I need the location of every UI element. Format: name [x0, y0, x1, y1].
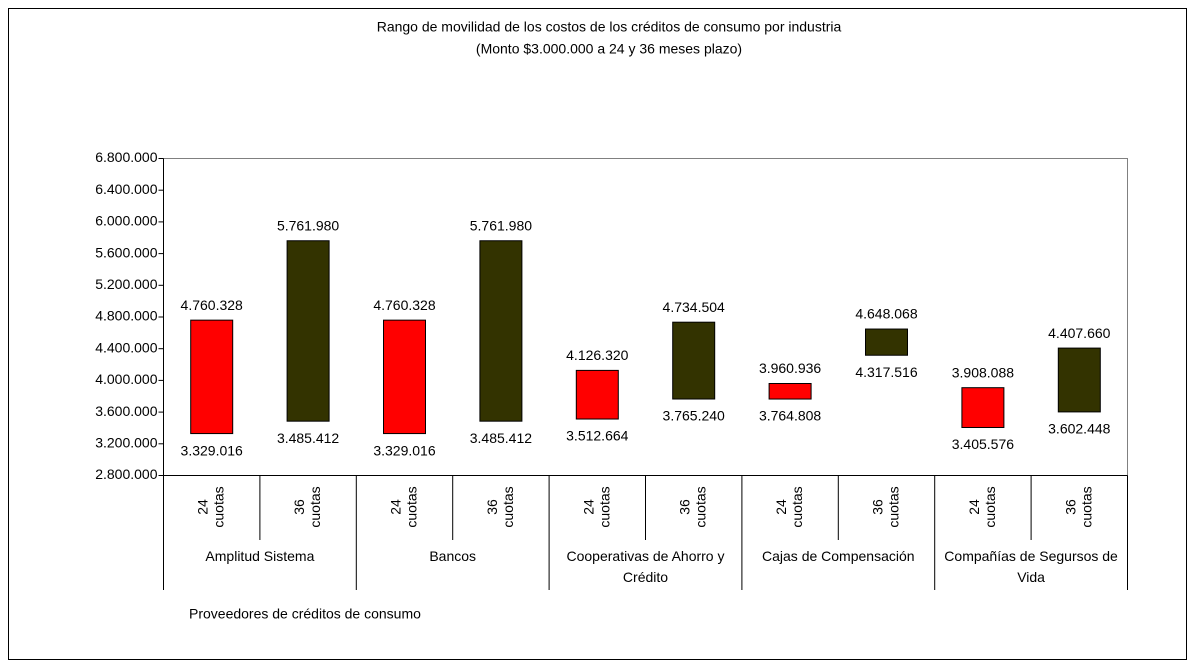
x-tick-label-line: cuotas	[307, 486, 323, 527]
high-label: 4.648.068	[855, 306, 917, 322]
low-label: 3.764.808	[759, 408, 821, 424]
x-tick-label: 36cuotas	[869, 486, 901, 527]
x-tick-label-line: cuotas	[210, 486, 226, 527]
x-tick-label-line: cuotas	[1078, 486, 1094, 527]
y-tick-label: 6.400.000	[95, 181, 157, 197]
x-tick-label-line: 24	[773, 499, 789, 515]
x-tick-label-line: 24	[580, 499, 596, 515]
group-label: Compañías de Segursos de Vida	[944, 548, 1118, 585]
x-tick-label: 24cuotas	[387, 486, 419, 527]
low-label: 3.405.576	[952, 436, 1014, 452]
x-tick-label-line: 24	[194, 499, 210, 515]
y-tick-label: 4.000.000	[95, 371, 157, 387]
x-axis-title: Proveedores de créditos de consumo	[189, 606, 421, 622]
chart-frame	[8, 8, 1187, 660]
y-tick-label: 6.800.000	[95, 149, 157, 165]
low-label: 3.329.016	[373, 442, 435, 458]
x-tick-label: 24cuotas	[773, 486, 805, 527]
low-label: 3.329.016	[181, 442, 243, 458]
high-label: 3.960.936	[759, 360, 821, 376]
x-tick-label-line: cuotas	[885, 486, 901, 527]
high-label: 5.761.980	[470, 217, 532, 233]
chart-subtitle: (Monto $3.000.000 a 24 y 36 meses plazo)	[476, 41, 742, 57]
range-bar	[672, 321, 716, 400]
low-label: 3.765.240	[663, 408, 725, 424]
group-label: Bancos	[429, 548, 477, 564]
chart-title: Rango de movilidad de los costos de los …	[377, 19, 842, 35]
range-bar	[575, 369, 619, 420]
high-label: 3.908.088	[952, 364, 1014, 380]
low-label: 3.485.412	[470, 430, 532, 446]
high-label: 4.126.320	[566, 347, 628, 363]
x-tick-label: 36cuotas	[1062, 486, 1094, 527]
x-tick-label: 24cuotas	[194, 486, 226, 527]
x-tick-label-line: cuotas	[596, 486, 612, 527]
range-bar	[961, 387, 1005, 429]
y-tick-label: 4.400.000	[95, 339, 157, 355]
x-tick-label: 36cuotas	[291, 486, 323, 527]
y-tick-label: 6.000.000	[95, 213, 157, 229]
y-tick-label: 3.600.000	[95, 403, 157, 419]
x-tick-label: 36cuotas	[676, 486, 708, 527]
group-label: Amplitud Sistema	[205, 548, 315, 564]
group-label: Cooperativas de Ahorro y Crédito	[566, 548, 725, 585]
high-label: 4.760.328	[373, 297, 435, 313]
x-tick-label: 36cuotas	[484, 486, 516, 527]
low-label: 3.602.448	[1048, 421, 1110, 437]
x-tick-label: 24cuotas	[966, 486, 998, 527]
low-label: 4.317.516	[855, 364, 917, 380]
y-tick-label: 4.800.000	[95, 308, 157, 324]
high-label: 4.734.504	[663, 299, 725, 315]
x-tick-label-line: 24	[387, 499, 403, 515]
x-tick-label-line: 36	[869, 499, 885, 515]
x-tick-label-line: cuotas	[982, 486, 998, 527]
y-tick-label: 3.200.000	[95, 435, 157, 451]
low-label: 3.512.664	[566, 428, 628, 444]
x-tick-label-line: cuotas	[789, 486, 805, 527]
x-tick-label-line: 36	[484, 499, 500, 515]
high-label: 4.407.660	[1048, 325, 1110, 341]
y-tick-label: 5.200.000	[95, 276, 157, 292]
x-tick-label-line: 36	[676, 499, 692, 515]
x-tick-label-line: 36	[291, 499, 307, 515]
range-bar	[1057, 347, 1101, 413]
group-label: Cajas de Compensación	[762, 548, 915, 564]
range-bar	[383, 319, 426, 435]
range-bar	[768, 382, 812, 400]
x-tick-label: 24cuotas	[580, 486, 612, 527]
range-bar	[190, 319, 234, 435]
x-tick-label-line: cuotas	[500, 486, 516, 527]
x-tick-label-line: 36	[1062, 499, 1078, 515]
range-bar	[286, 240, 330, 422]
low-label: 3.485.412	[277, 430, 339, 446]
y-tick-label: 5.600.000	[95, 244, 157, 260]
high-label: 4.760.328	[181, 297, 243, 313]
x-tick-label-line: 24	[966, 499, 982, 515]
x-tick-label-line: cuotas	[403, 486, 419, 527]
range-bar	[865, 328, 908, 356]
x-tick-label-line: cuotas	[692, 486, 708, 527]
y-tick-label: 2.800.000	[95, 466, 157, 482]
high-label: 5.761.980	[277, 217, 339, 233]
range-bar	[479, 240, 523, 422]
